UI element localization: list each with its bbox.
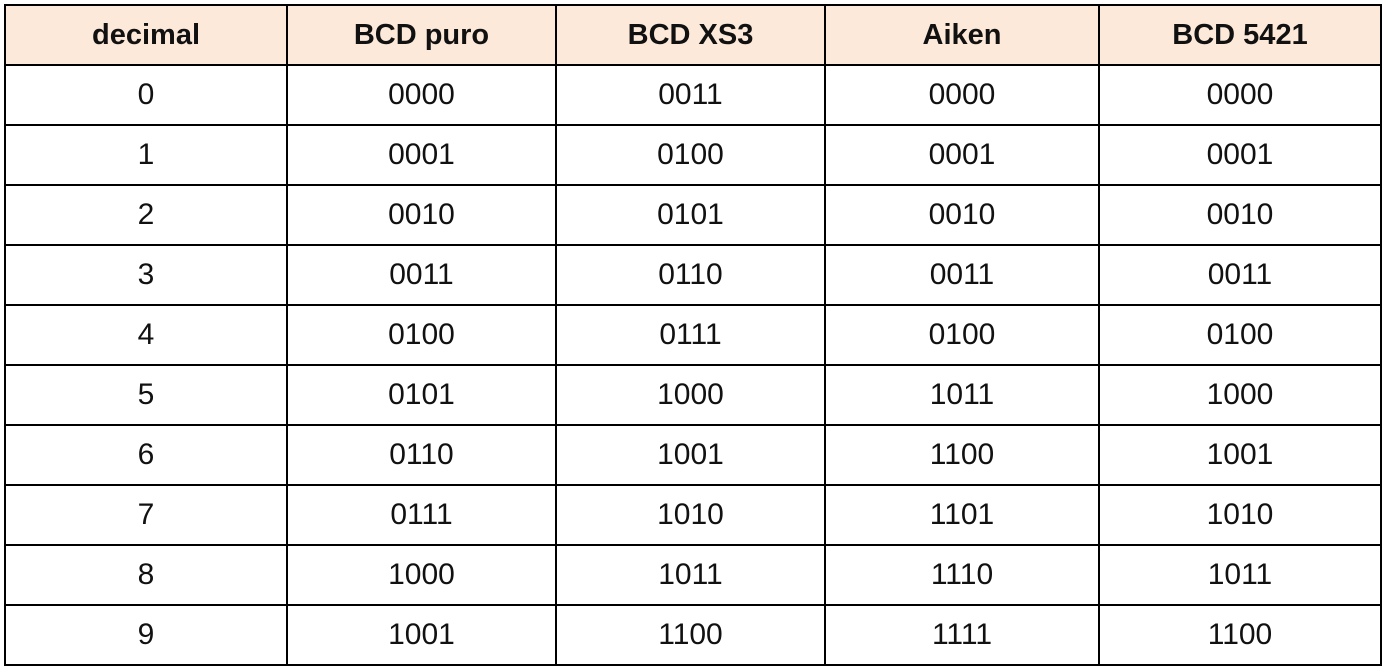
cell-bcd-puro: 0110: [286, 424, 557, 486]
table-row: 1 0001 0100 0001 0001: [4, 124, 1382, 186]
cell-aiken: 1100: [824, 424, 1100, 486]
cell-bcd-xs3: 0111: [555, 304, 826, 366]
cell-bcd-5421: 1011: [1098, 544, 1382, 606]
cell-bcd-5421: 0001: [1098, 124, 1382, 186]
table-row: 6 0110 1001 1100 1001: [4, 424, 1382, 486]
cell-decimal: 5: [4, 364, 288, 426]
bcd-codes-table: decimal BCD puro BCD XS3 Aiken BCD 5421 …: [4, 4, 1382, 666]
cell-decimal: 7: [4, 484, 288, 546]
cell-decimal: 8: [4, 544, 288, 606]
cell-aiken: 0010: [824, 184, 1100, 246]
cell-bcd-xs3: 1011: [555, 544, 826, 606]
cell-bcd-puro: 1001: [286, 604, 557, 666]
cell-bcd-puro: 0010: [286, 184, 557, 246]
cell-bcd-5421: 1010: [1098, 484, 1382, 546]
cell-decimal: 6: [4, 424, 288, 486]
cell-bcd-xs3: 0011: [555, 64, 826, 126]
cell-bcd-5421: 1000: [1098, 364, 1382, 426]
table-header: decimal BCD puro BCD XS3 Aiken BCD 5421: [4, 4, 1382, 66]
cell-bcd-5421: 1100: [1098, 604, 1382, 666]
table-row: 9 1001 1100 1111 1100: [4, 604, 1382, 666]
cell-bcd-puro: 0100: [286, 304, 557, 366]
cell-bcd-5421: 1001: [1098, 424, 1382, 486]
table-row: 0 0000 0011 0000 0000: [4, 64, 1382, 126]
cell-decimal: 3: [4, 244, 288, 306]
table-row: 5 0101 1000 1011 1000: [4, 364, 1382, 426]
cell-bcd-xs3: 0101: [555, 184, 826, 246]
cell-aiken: 1011: [824, 364, 1100, 426]
cell-bcd-puro: 0001: [286, 124, 557, 186]
cell-aiken: 0011: [824, 244, 1100, 306]
cell-bcd-xs3: 0110: [555, 244, 826, 306]
cell-aiken: 1101: [824, 484, 1100, 546]
cell-bcd-xs3: 1100: [555, 604, 826, 666]
cell-decimal: 4: [4, 304, 288, 366]
header-bcd-xs3: BCD XS3: [555, 4, 826, 66]
table-row: 4 0100 0111 0100 0100: [4, 304, 1382, 366]
cell-aiken: 0100: [824, 304, 1100, 366]
cell-bcd-puro: 0111: [286, 484, 557, 546]
cell-aiken: 0000: [824, 64, 1100, 126]
cell-bcd-5421: 0011: [1098, 244, 1382, 306]
table-row: 3 0011 0110 0011 0011: [4, 244, 1382, 306]
cell-aiken: 0001: [824, 124, 1100, 186]
cell-aiken: 1110: [824, 544, 1100, 606]
table-row: 2 0010 0101 0010 0010: [4, 184, 1382, 246]
table-body: 0 0000 0011 0000 0000 1 0001 0100 0001 0…: [4, 64, 1382, 666]
header-row: decimal BCD puro BCD XS3 Aiken BCD 5421: [4, 4, 1382, 66]
header-aiken: Aiken: [824, 4, 1100, 66]
table-row: 7 0111 1010 1101 1010: [4, 484, 1382, 546]
cell-decimal: 9: [4, 604, 288, 666]
cell-bcd-xs3: 0100: [555, 124, 826, 186]
cell-decimal: 0: [4, 64, 288, 126]
cell-bcd-xs3: 1010: [555, 484, 826, 546]
cell-decimal: 1: [4, 124, 288, 186]
cell-bcd-puro: 0101: [286, 364, 557, 426]
header-decimal: decimal: [4, 4, 288, 66]
cell-bcd-5421: 0010: [1098, 184, 1382, 246]
cell-bcd-5421: 0000: [1098, 64, 1382, 126]
cell-bcd-5421: 0100: [1098, 304, 1382, 366]
cell-aiken: 1111: [824, 604, 1100, 666]
header-bcd-5421: BCD 5421: [1098, 4, 1382, 66]
cell-bcd-puro: 0000: [286, 64, 557, 126]
cell-bcd-puro: 0011: [286, 244, 557, 306]
cell-decimal: 2: [4, 184, 288, 246]
cell-bcd-puro: 1000: [286, 544, 557, 606]
header-bcd-puro: BCD puro: [286, 4, 557, 66]
table-row: 8 1000 1011 1110 1011: [4, 544, 1382, 606]
cell-bcd-xs3: 1000: [555, 364, 826, 426]
cell-bcd-xs3: 1001: [555, 424, 826, 486]
